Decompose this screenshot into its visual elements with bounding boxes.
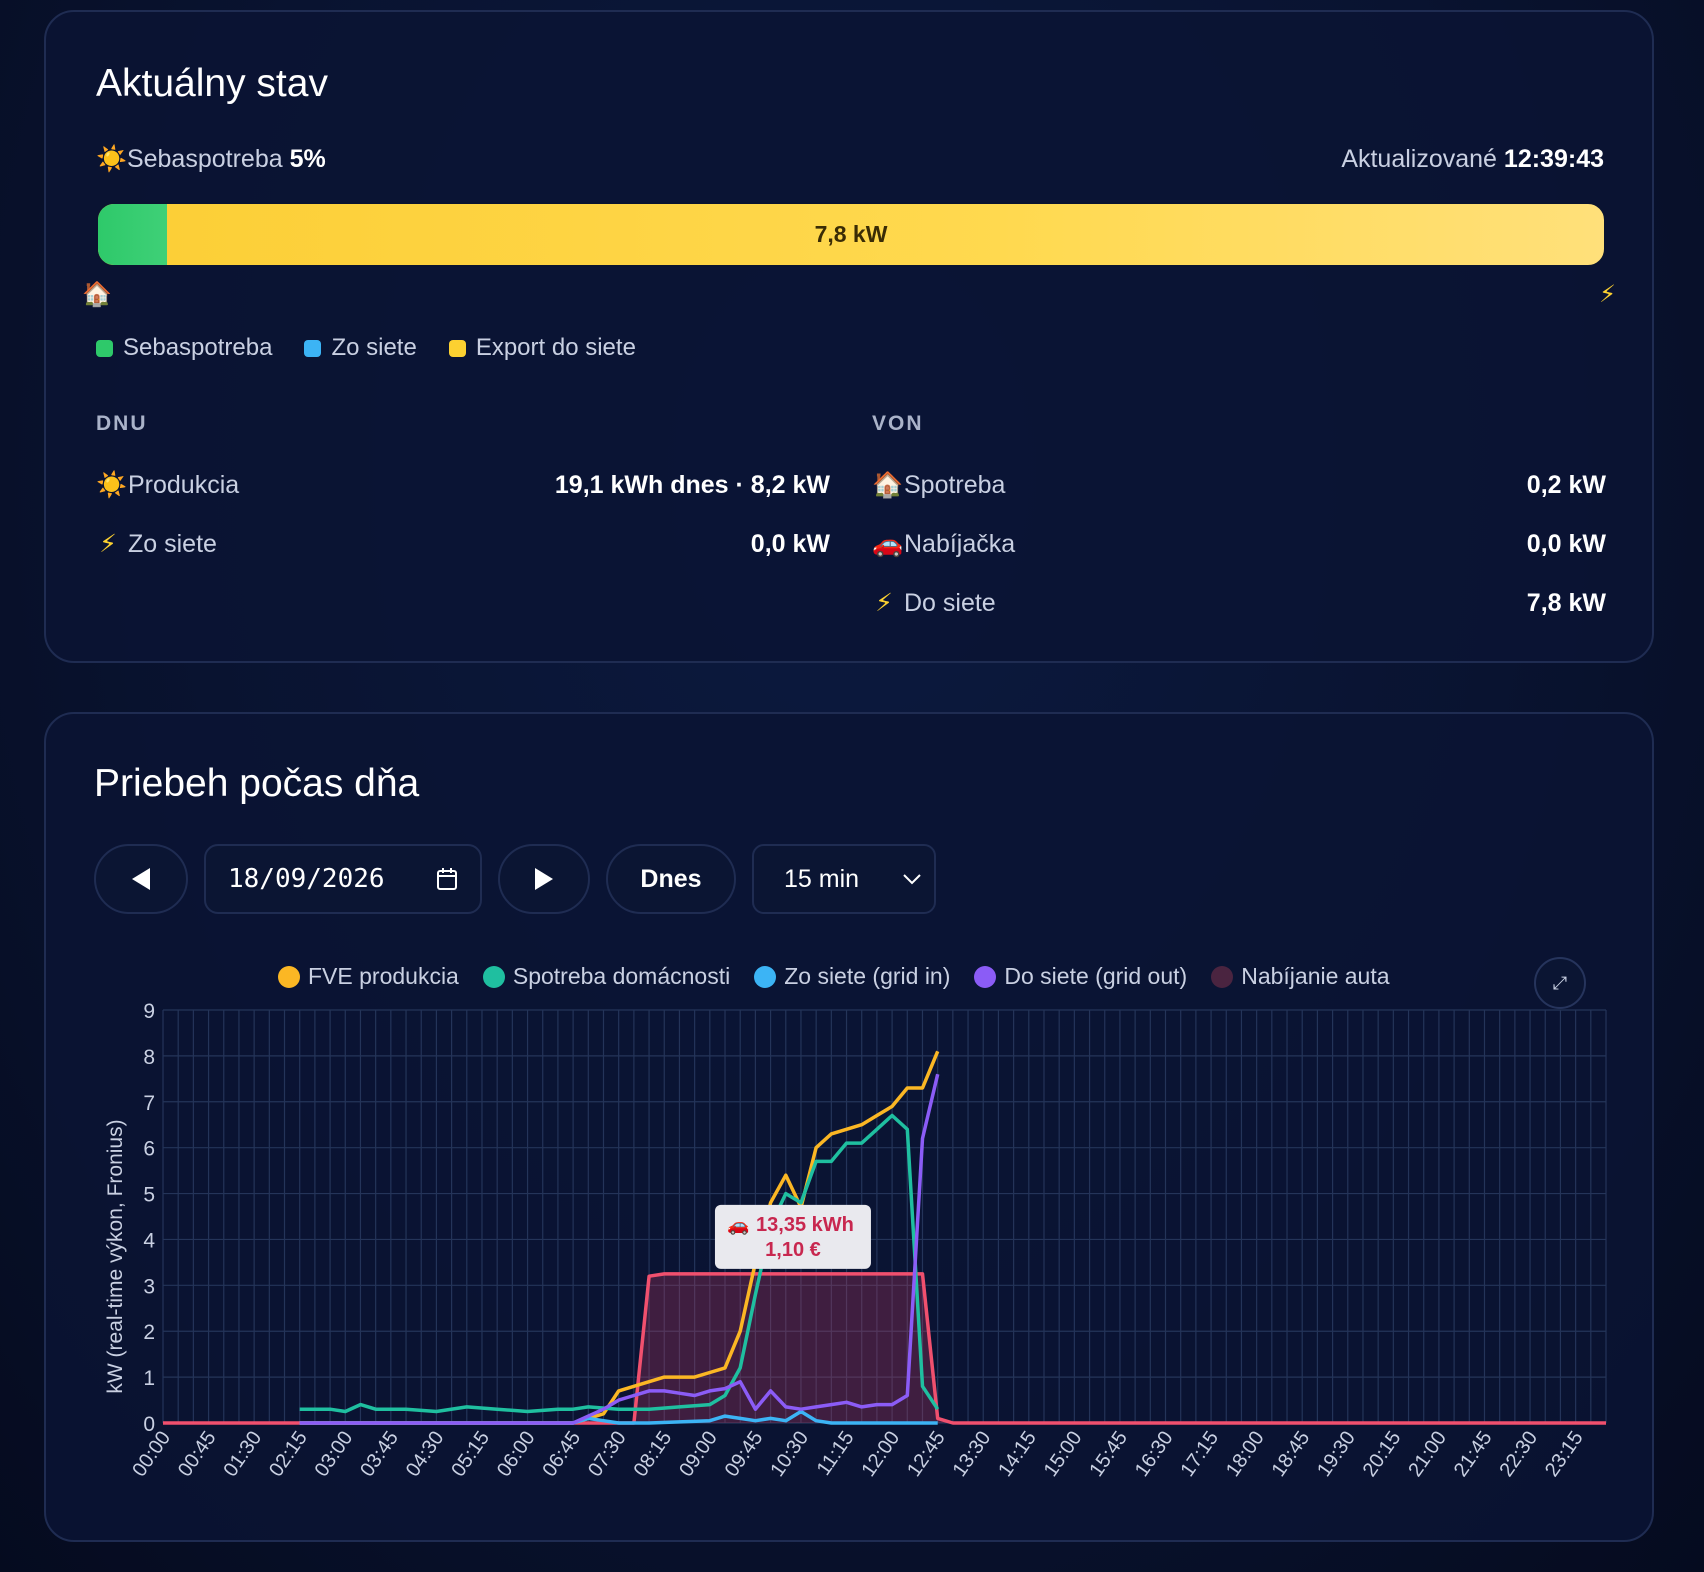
grid-in-label: Zo siete <box>128 529 217 558</box>
date-input-value: 18/09/2026 <box>228 864 385 894</box>
charger-label: Nabíjačka <box>904 529 1016 558</box>
triangle-left-icon <box>132 868 150 890</box>
today-button[interactable]: Dnes <box>606 844 736 914</box>
triangle-right-icon <box>535 868 553 890</box>
date-input[interactable]: 18/09/2026 <box>204 844 482 914</box>
chart-legend-label: Zo siete (grid in) <box>784 963 951 989</box>
sun-icon: ☀️ <box>96 145 128 173</box>
legend-label-grid-in: Zo siete <box>331 334 417 361</box>
car-icon: 🚗 <box>872 529 904 558</box>
chart-legend-item[interactable]: FVE produkcia <box>278 963 459 990</box>
chart-legend-item[interactable]: Zo siete (grid in) <box>754 963 950 990</box>
in-row-production: ☀️ Produkcia 19,1 kWh dnes · 8,2 kW <box>96 465 830 505</box>
lightning-icon: ⚡ <box>1599 281 1616 308</box>
sun-icon: ☀️ <box>96 470 128 499</box>
legend-item-self: Sebaspotreba <box>96 334 272 362</box>
grid-in-value: 0,0 kW <box>750 529 830 558</box>
daily-title: Priebeh počas dňa <box>94 762 420 805</box>
chart-legend-item[interactable]: Do siete (grid out) <box>974 963 1187 990</box>
out-row-charger: 🚗 Nabíjačka 0,0 kW <box>872 524 1606 564</box>
production-label: Produkcia <box>128 470 240 499</box>
power-flow-bar: 7,8 kW <box>96 202 1606 267</box>
chart-legend-label: Spotreba domácnosti <box>512 963 731 989</box>
legend-swatch-export <box>448 339 466 357</box>
next-day-button[interactable] <box>498 844 590 914</box>
self-consumption-label: Sebaspotreba <box>126 145 283 173</box>
power-flow-bar-self-segment <box>98 204 168 265</box>
legend-label-self: Sebaspotreba <box>123 334 273 361</box>
chevron-down-icon <box>903 874 921 885</box>
house-icon: 🏠 <box>82 281 112 308</box>
chart-legend-item[interactable]: Spotreba domácnosti <box>482 963 731 990</box>
out-row-grid: ⚡ Do siete 7,8 kW <box>872 583 1606 623</box>
grid-out-value: 7,8 kW <box>1526 588 1606 617</box>
legend-item-export: Export do siete <box>448 334 636 362</box>
chart-legend-label: Nabíjanie auta <box>1241 963 1390 989</box>
calendar-icon[interactable] <box>436 867 458 891</box>
in-section-heading: DNU <box>96 412 148 435</box>
updated-summary: Aktualizované 12:39:43 <box>1341 145 1604 174</box>
grid-out-label: Do siete <box>904 588 996 617</box>
in-row-grid: ⚡ Zo siete 0,0 kW <box>96 524 830 564</box>
chart-legend-item[interactable]: Nabíjanie auta <box>1211 963 1390 990</box>
previous-day-button[interactable] <box>94 844 188 914</box>
legend-swatch-grid-in <box>304 339 322 357</box>
chart-legend-label: Do siete (grid out) <box>1004 963 1188 989</box>
lightning-icon: ⚡ <box>875 589 893 617</box>
legend-item-grid-in: Zo siete <box>304 334 417 362</box>
interval-select-value: 15 min <box>784 864 860 893</box>
self-consumption-value: 5% <box>289 145 326 173</box>
chart-legend-dot <box>482 965 505 988</box>
out-row-consumption: 🏠 Spotreba 0,2 kW <box>872 465 1606 505</box>
interval-select[interactable]: 15 min <box>752 844 936 914</box>
expand-chart-button[interactable]: ⤢ <box>1534 957 1586 1009</box>
house-icon: 🏠 <box>872 470 904 499</box>
production-value: 19,1 kWh dnes · 8,2 kW <box>554 470 830 499</box>
power-flow-bar-label: 7,8 kW <box>814 221 888 247</box>
chart-legend-dot <box>278 965 300 988</box>
updated-time: 12:39:43 <box>1503 145 1604 173</box>
power-flow-legend: Sebaspotreba Zo siete Export do siete <box>96 334 636 362</box>
updated-label: Aktualizované <box>1341 145 1497 173</box>
legend-swatch-self <box>96 339 113 357</box>
chart-legend-dot <box>974 965 997 988</box>
chart-legend-dot <box>1211 965 1234 988</box>
consumption-label: Spotreba <box>904 470 1006 499</box>
chart-legend-label: FVE produkcia <box>308 963 459 989</box>
legend-label-export: Export do siete <box>475 334 636 361</box>
chart-legend: FVE produkcia Spotreba domácnosti Zo siete… <box>278 963 1390 990</box>
lightning-icon: ⚡ <box>99 530 117 558</box>
self-consumption-summary: ☀️ Sebaspotreba 5% <box>96 145 326 174</box>
daily-chart-card <box>44 712 1654 1542</box>
out-section-heading: VON <box>872 412 924 435</box>
status-card: Aktuálny stav ☀️ Sebaspotreba 5% Aktuali… <box>44 10 1654 663</box>
charger-value: 0,0 kW <box>1526 529 1606 558</box>
expand-icon: ⤢ <box>1552 972 1568 993</box>
chart-legend-dot <box>754 965 777 988</box>
status-title: Aktuálny stav <box>96 62 328 105</box>
consumption-value: 0,2 kW <box>1526 470 1606 499</box>
